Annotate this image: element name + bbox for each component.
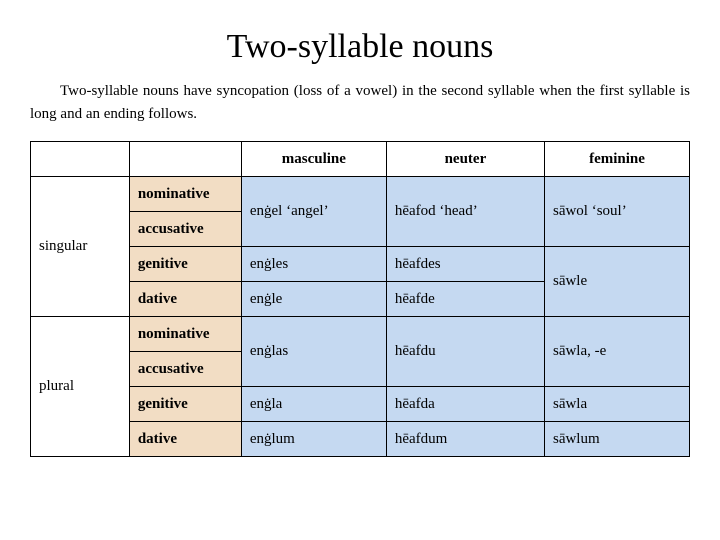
pl-dat-n: hēafdum: [386, 422, 544, 457]
case-accusative-pl: accusative: [129, 352, 241, 387]
sg-nomacc-n: hēafod ‘head’: [386, 177, 544, 247]
pl-nomacc-f: sāwla, -e: [544, 317, 689, 387]
sg-gen-n: hēafdes: [386, 247, 544, 282]
number-plural: plural: [31, 317, 130, 457]
pl-dat-f: sāwlum: [544, 422, 689, 457]
case-dative-pl: dative: [129, 422, 241, 457]
slide-title: Two-syllable nouns: [30, 28, 690, 66]
table-row: singular nominative enġel ‘angel’ hēafod…: [31, 177, 690, 212]
case-genitive: genitive: [129, 247, 241, 282]
pl-gen-m: enġla: [241, 387, 386, 422]
case-accusative: accusative: [129, 212, 241, 247]
pl-dat-m: enġlum: [241, 422, 386, 457]
slide-description: Two-syllable nouns have syncopation (los…: [30, 80, 690, 125]
table-header-row: masculine neuter feminine: [31, 142, 690, 177]
sg-nomacc-m: enġel ‘angel’: [241, 177, 386, 247]
slide-container: Two-syllable nouns Two-syllable nouns ha…: [0, 0, 720, 477]
case-nominative: nominative: [129, 177, 241, 212]
case-nominative-pl: nominative: [129, 317, 241, 352]
table-row: dative enġlum hēafdum sāwlum: [31, 422, 690, 457]
declension-table: masculine neuter feminine singular nomin…: [30, 141, 690, 457]
pl-gen-n: hēafda: [386, 387, 544, 422]
pl-nomacc-n: hēafdu: [386, 317, 544, 387]
header-masculine: masculine: [241, 142, 386, 177]
table-row: plural nominative enġlas hēafdu sāwla, -…: [31, 317, 690, 352]
header-blank-number: [31, 142, 130, 177]
sg-dat-n: hēafde: [386, 282, 544, 317]
header-feminine: feminine: [544, 142, 689, 177]
pl-nomacc-m: enġlas: [241, 317, 386, 387]
case-dative: dative: [129, 282, 241, 317]
case-genitive-pl: genitive: [129, 387, 241, 422]
sg-gendat-f: sāwle: [544, 247, 689, 317]
sg-dat-m: enġle: [241, 282, 386, 317]
sg-gen-m: enġles: [241, 247, 386, 282]
table-row: genitive enġla hēafda sāwla: [31, 387, 690, 422]
table-row: genitive enġles hēafdes sāwle: [31, 247, 690, 282]
pl-gen-f: sāwla: [544, 387, 689, 422]
number-singular: singular: [31, 177, 130, 317]
sg-nomacc-f: sāwol ‘soul’: [544, 177, 689, 247]
header-neuter: neuter: [386, 142, 544, 177]
header-blank-case: [129, 142, 241, 177]
